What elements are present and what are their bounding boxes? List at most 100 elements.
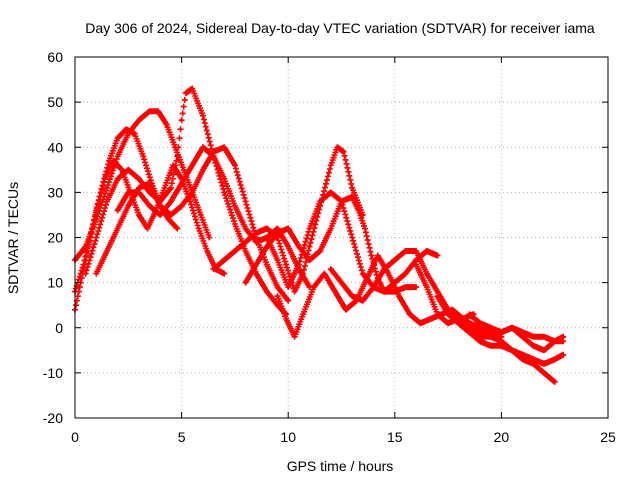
marker-path	[263, 189, 441, 295]
data-point	[435, 290, 439, 294]
data-point	[499, 339, 503, 343]
data-point	[414, 258, 418, 262]
data-point	[357, 208, 361, 212]
x-tick-label: 5	[178, 429, 186, 445]
data-point	[318, 199, 322, 203]
y-tick-label: 0	[55, 320, 63, 336]
data-point	[478, 321, 482, 325]
data-point	[553, 380, 557, 384]
data-point	[182, 168, 186, 172]
data-point	[94, 217, 98, 221]
y-tick-label: 10	[47, 275, 63, 291]
data-point	[180, 118, 184, 122]
data-point	[350, 294, 354, 298]
data-point	[201, 168, 205, 172]
data-point	[478, 326, 482, 330]
data-point	[137, 190, 141, 194]
data-point	[301, 312, 305, 316]
data-point	[542, 335, 546, 339]
data-point	[199, 213, 203, 217]
data-point	[308, 285, 312, 289]
data-point	[133, 132, 137, 136]
data-point	[531, 335, 535, 339]
data-point	[276, 226, 280, 230]
data-point	[175, 154, 179, 158]
x-tick-label: 0	[71, 429, 79, 445]
data-point	[116, 154, 120, 158]
data-point	[369, 254, 373, 258]
data-point	[403, 272, 407, 276]
series-track-7	[210, 144, 366, 295]
data-point	[435, 254, 439, 258]
data-point	[184, 91, 188, 95]
data-point	[561, 339, 565, 343]
data-point	[293, 335, 297, 339]
data-point	[105, 186, 109, 190]
data-point	[350, 236, 354, 239]
data-point	[499, 335, 503, 339]
data-point	[116, 208, 120, 212]
data-point	[286, 285, 290, 289]
data-point	[244, 281, 248, 285]
data-point	[531, 357, 535, 361]
data-point	[222, 258, 226, 262]
data-point	[418, 321, 422, 325]
data-point	[148, 204, 152, 208]
data-point	[542, 362, 546, 366]
data-point	[212, 154, 216, 158]
data-point	[308, 245, 312, 249]
data-point	[408, 312, 412, 316]
data-point	[553, 357, 557, 361]
data-point	[284, 317, 288, 321]
x-tick-label: 20	[494, 429, 510, 445]
data-point	[386, 272, 390, 276]
data-point	[329, 190, 333, 194]
data-point	[165, 123, 169, 127]
data-point	[276, 294, 280, 298]
data-point	[467, 330, 471, 334]
data-point	[499, 330, 503, 334]
data-point	[158, 204, 162, 208]
data-point	[322, 272, 326, 276]
data-point	[284, 263, 288, 267]
data-point	[254, 240, 258, 244]
y-tick-label: -10	[43, 365, 63, 381]
chart-title: Day 306 of 2024, Sidereal Day-to-day VTE…	[85, 20, 595, 36]
data-point	[254, 272, 258, 276]
data-point	[308, 226, 312, 230]
series-track-4	[82, 85, 290, 318]
data-point	[233, 222, 237, 226]
data-point	[365, 276, 369, 280]
y-tick-label: 30	[47, 184, 63, 200]
data-point	[105, 249, 109, 253]
data-point	[190, 163, 194, 167]
data-point	[94, 236, 98, 239]
data-point	[425, 249, 429, 253]
data-point	[126, 168, 130, 172]
data-point	[446, 321, 450, 325]
data-point	[169, 186, 173, 190]
data-point	[301, 272, 305, 276]
x-axis-label: GPS time / hours	[287, 458, 394, 474]
data-point	[265, 226, 269, 230]
x-tick-label: 15	[387, 429, 403, 445]
data-point	[371, 285, 375, 289]
data-point	[414, 249, 418, 253]
data-point	[137, 186, 141, 190]
series-track-15	[466, 311, 567, 345]
data-point	[297, 263, 301, 267]
data-point	[244, 240, 248, 244]
data-point	[457, 321, 461, 325]
data-point	[201, 114, 205, 118]
data-point	[190, 87, 194, 91]
data-point	[212, 267, 216, 271]
data-point	[107, 159, 111, 163]
data-point	[363, 226, 367, 230]
data-point	[158, 213, 162, 217]
data-point	[510, 326, 514, 330]
data-point	[342, 150, 346, 154]
data-point	[435, 294, 439, 298]
data-point	[489, 344, 493, 348]
data-point	[489, 330, 493, 334]
data-point	[521, 357, 525, 361]
